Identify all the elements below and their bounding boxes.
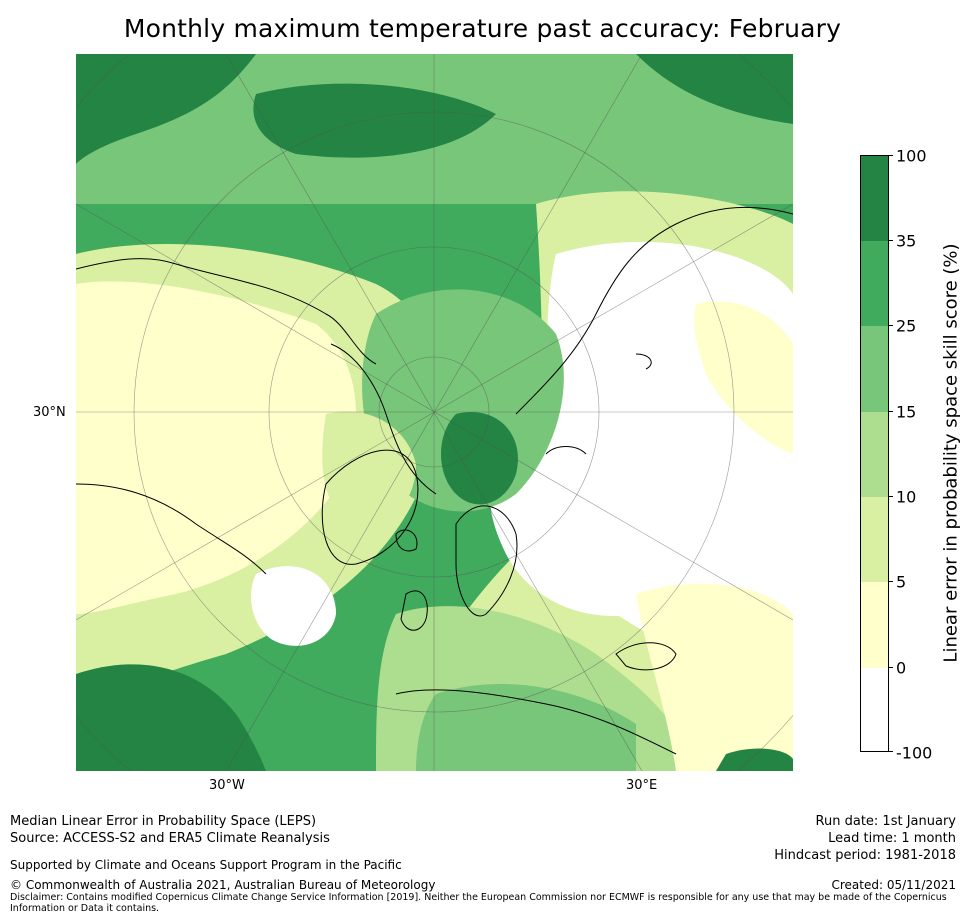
colorbar-tick-label: 100: [896, 146, 927, 166]
field-pacific-dark: [76, 664, 266, 771]
field-mediterranean: [416, 684, 636, 771]
colorbar-segment-5-10: [861, 497, 888, 582]
colorbar-tick: [888, 751, 893, 752]
coast-caspian: [615, 642, 677, 671]
footer-run-date: Run date: 1st January: [815, 814, 956, 829]
colorbar-tick-label: -100: [896, 743, 933, 763]
field-north-america-core: [76, 281, 356, 614]
colorbar-tick-label: 5: [896, 572, 907, 592]
coast-uk: [400, 590, 428, 631]
footer-source: Source: ACCESS-S2 and ERA5 Climate Reana…: [10, 831, 330, 846]
coast-hudson: [76, 483, 267, 575]
field-far-east: [694, 301, 793, 454]
footer-hindcast: Hindcast period: 1981-2018: [774, 848, 956, 863]
coast-mediterranean: [395, 689, 677, 755]
colorbar-tick-label: 35: [896, 231, 917, 251]
colorbar-tick: [888, 667, 893, 668]
footer-copyright: © Commonwealth of Australia 2021, Austra…: [10, 878, 436, 892]
colorbar-tick: [888, 496, 893, 497]
field-white-patch-na: [251, 566, 336, 646]
coast-baikal: [635, 353, 652, 370]
coast-scandinavia: [455, 505, 518, 617]
colorbar-segment-25-35: [861, 241, 888, 326]
footer-lead-time: Lead time: 1 month: [828, 831, 956, 846]
colorbar-tick: [888, 411, 893, 412]
colorbar-tick: [888, 325, 893, 326]
map-panel: [76, 54, 793, 771]
coast-archipelago: [330, 343, 437, 495]
colorbar-tick: [888, 240, 893, 241]
footer-disclaimer-2: Information or Data it contains.: [10, 903, 160, 914]
field-barents-dark: [441, 412, 518, 505]
colorbar-tick: [888, 581, 893, 582]
colorbar-tick-label: 10: [896, 487, 917, 507]
field-greenland: [322, 411, 416, 526]
footer-method: Median Linear Error in Probability Space…: [10, 814, 317, 829]
field-central-asia: [636, 583, 793, 771]
footer-created: Created: 05/11/2021: [831, 878, 956, 892]
colorbar-segment-0-5: [861, 582, 888, 668]
colorbar-segment-neg: [861, 668, 888, 751]
colorbar-tick-label: 0: [896, 658, 907, 678]
coastlines: [76, 206, 793, 755]
colorbar: [860, 155, 889, 752]
coast-siberia: [515, 206, 793, 415]
colorbar-segment-10-15: [861, 412, 888, 497]
coast-iceland: [395, 529, 418, 552]
colorbar-tick-label: 25: [896, 316, 917, 336]
coast-greenland: [321, 449, 419, 565]
lon-label-30w: 30°W: [209, 778, 245, 793]
footer-support: Supported by Climate and Oceans Support …: [10, 858, 402, 872]
colorbar-title: Linear error in probability space skill …: [940, 243, 962, 663]
lon-label-30e: 30°E: [626, 778, 658, 793]
colorbar-segment-35-100: [861, 156, 888, 241]
coast-north-america: [76, 258, 377, 365]
footer-disclaimer-1: Disclaimer: Contains modified Copernicus…: [10, 892, 947, 903]
field-northeast-dark: [636, 54, 793, 124]
chart-title: Monthly maximum temperature past accurac…: [123, 14, 842, 43]
skill-map: [76, 54, 793, 771]
coast-novaya: [545, 446, 587, 455]
field-russia-white: [489, 432, 686, 616]
field-northwest-dark: [76, 54, 256, 164]
colorbar-tick: [888, 155, 893, 156]
colorbar-tick-label: 15: [896, 402, 917, 422]
field-atlantic-dark: [253, 83, 496, 158]
lat-label-30n: 30°N: [33, 405, 66, 420]
graticule: [76, 54, 793, 771]
field-arabia-dark: [716, 748, 793, 771]
colorbar-segment-15-25: [861, 326, 888, 412]
